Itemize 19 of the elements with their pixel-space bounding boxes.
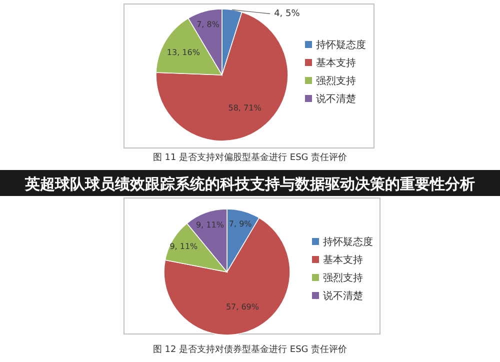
legend-label: 说不清楚 — [316, 93, 356, 105]
legend-label: 基本支持 — [316, 57, 356, 69]
data-label: 4, 5% — [274, 8, 300, 19]
data-label: 7, 8% — [196, 20, 220, 30]
data-label: 57, 69% — [226, 302, 260, 312]
legend-label: 持怀疑态度 — [316, 39, 366, 51]
legend-label: 强烈支持 — [323, 272, 363, 284]
data-label: 58, 71% — [228, 103, 262, 112]
legend-label: 基本支持 — [323, 254, 363, 266]
data-label: 9, 11% — [170, 242, 198, 252]
data-label: 7, 9% — [228, 219, 252, 228]
data-label: 9, 11% — [196, 220, 224, 230]
legend-label: 持怀疑态度 — [323, 236, 373, 248]
text: 图 12 是否支持对债券型基金进行 ESG 责任评价 — [152, 344, 348, 355]
text: 图 11 是否支持对偏股型基金进行 ESG 责任评价 — [152, 152, 348, 163]
data-label: 13, 16% — [166, 48, 200, 58]
legend-label: 强烈支持 — [316, 75, 356, 87]
text: 英超球队球员绩效跟踪系统的科技支持与数据驱动决策的重要性分析 — [24, 175, 475, 193]
legend-label: 说不清楚 — [323, 290, 363, 302]
